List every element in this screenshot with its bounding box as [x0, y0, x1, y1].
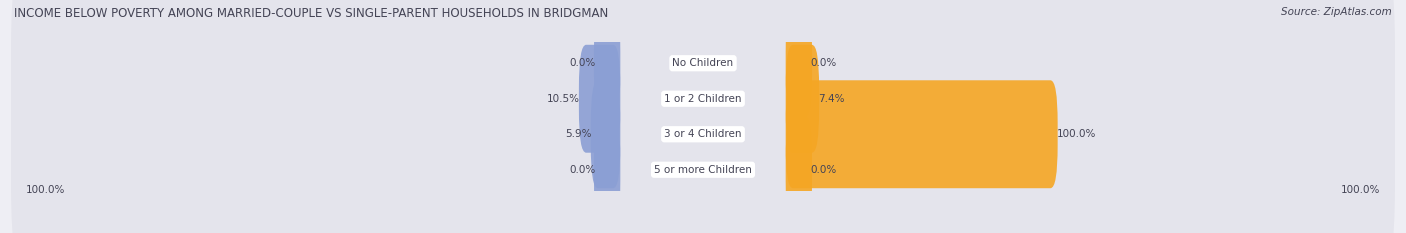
- FancyBboxPatch shape: [786, 9, 813, 117]
- Text: 0.0%: 0.0%: [569, 58, 595, 68]
- Text: 0.0%: 0.0%: [811, 58, 837, 68]
- Text: 100.0%: 100.0%: [1340, 185, 1379, 195]
- Text: 3 or 4 Children: 3 or 4 Children: [664, 129, 742, 139]
- FancyBboxPatch shape: [786, 45, 820, 153]
- Text: 5 or more Children: 5 or more Children: [654, 165, 752, 175]
- FancyBboxPatch shape: [11, 0, 1395, 205]
- FancyBboxPatch shape: [579, 45, 620, 153]
- Text: 1 or 2 Children: 1 or 2 Children: [664, 94, 742, 104]
- Text: 7.4%: 7.4%: [818, 94, 845, 104]
- FancyBboxPatch shape: [786, 80, 1057, 188]
- Text: 5.9%: 5.9%: [565, 129, 592, 139]
- FancyBboxPatch shape: [11, 64, 1395, 233]
- Text: INCOME BELOW POVERTY AMONG MARRIED-COUPLE VS SINGLE-PARENT HOUSEHOLDS IN BRIDGMA: INCOME BELOW POVERTY AMONG MARRIED-COUPL…: [14, 7, 609, 20]
- FancyBboxPatch shape: [593, 116, 620, 224]
- FancyBboxPatch shape: [786, 116, 813, 224]
- FancyBboxPatch shape: [593, 9, 620, 117]
- Text: 10.5%: 10.5%: [547, 94, 581, 104]
- FancyBboxPatch shape: [11, 0, 1395, 169]
- FancyBboxPatch shape: [11, 28, 1395, 233]
- FancyBboxPatch shape: [591, 80, 620, 188]
- Text: 100.0%: 100.0%: [1056, 129, 1095, 139]
- Text: Source: ZipAtlas.com: Source: ZipAtlas.com: [1281, 7, 1392, 17]
- Text: 100.0%: 100.0%: [27, 185, 66, 195]
- Text: 0.0%: 0.0%: [569, 165, 595, 175]
- Text: No Children: No Children: [672, 58, 734, 68]
- Text: 0.0%: 0.0%: [811, 165, 837, 175]
